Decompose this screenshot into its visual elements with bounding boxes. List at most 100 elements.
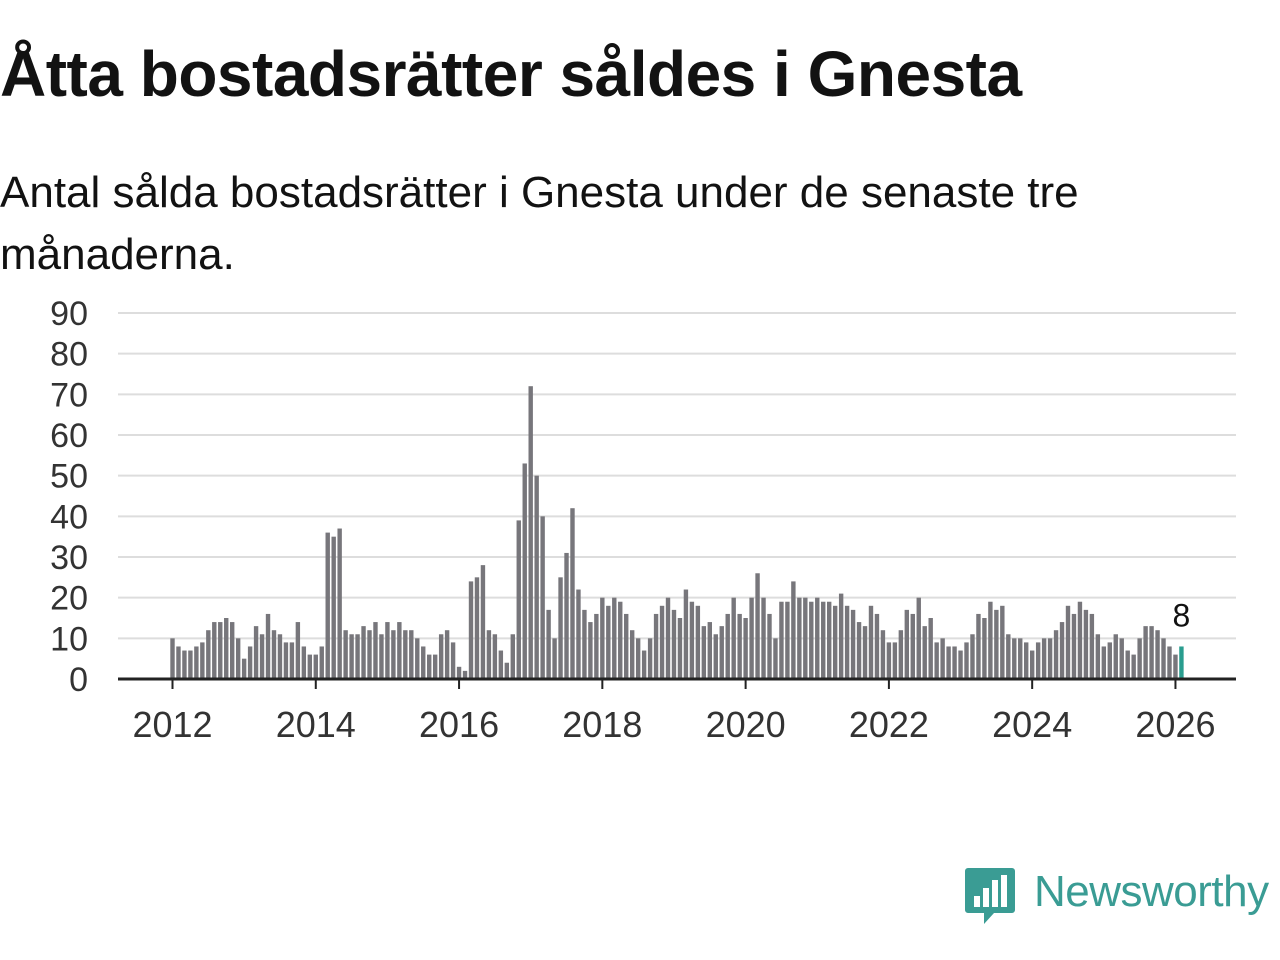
bar (1137, 638, 1142, 679)
bar (540, 516, 545, 679)
bar (707, 622, 712, 679)
y-tick-label: 10 (50, 620, 88, 658)
bar (880, 630, 886, 679)
bar (785, 601, 790, 679)
bar (528, 386, 533, 679)
bar (188, 650, 193, 679)
bar (862, 626, 868, 679)
bar (1131, 654, 1136, 679)
y-tick-label: 0 (69, 661, 88, 699)
bar (677, 618, 683, 679)
bar (331, 536, 336, 679)
bar (988, 601, 993, 679)
bar (462, 670, 468, 679)
bar (235, 638, 241, 679)
bar (713, 634, 718, 679)
bar (1006, 634, 1011, 679)
bar (612, 597, 617, 679)
bar (403, 630, 408, 679)
bar (940, 638, 945, 679)
bar (952, 646, 957, 679)
bar (922, 626, 927, 679)
bar (1167, 646, 1172, 679)
bar (982, 618, 987, 679)
bar (295, 622, 301, 679)
bar (492, 634, 498, 679)
bar (564, 552, 569, 679)
bar (522, 463, 527, 679)
bar (337, 528, 342, 679)
bar (898, 630, 904, 679)
bar (1077, 601, 1083, 679)
bar (647, 638, 653, 679)
bar (438, 634, 444, 679)
gridlines (118, 312, 1236, 640)
bar (701, 626, 707, 679)
bar (450, 642, 456, 679)
bar (558, 577, 563, 679)
x-tick-label: 2014 (276, 704, 356, 745)
bar (319, 646, 324, 679)
bar (194, 646, 199, 679)
bar (379, 634, 384, 679)
bar (928, 618, 933, 679)
bar (624, 613, 629, 679)
bar (904, 609, 910, 679)
bar (827, 601, 832, 679)
bar (582, 609, 587, 679)
bar (743, 618, 748, 679)
bar (552, 638, 557, 679)
bar (809, 601, 814, 679)
bar (385, 622, 390, 679)
bar (964, 642, 969, 679)
bar (892, 642, 898, 679)
bar (946, 646, 951, 679)
x-axis (118, 677, 1236, 689)
bar (886, 642, 892, 679)
bar (874, 613, 880, 679)
bar (498, 650, 504, 679)
bar (683, 589, 689, 679)
bar (1059, 622, 1065, 679)
bar (1012, 638, 1017, 679)
bar (516, 520, 521, 679)
bar (635, 638, 641, 679)
chart-title: Åtta bostadsrätter såldes i Gnesta (0, 38, 1022, 110)
bar (486, 630, 492, 679)
bar (755, 573, 760, 679)
bar (856, 622, 862, 679)
bars (170, 386, 1184, 679)
bar (1161, 638, 1166, 679)
bar (206, 630, 211, 679)
bar (200, 642, 205, 679)
bar (641, 650, 647, 679)
bar (1053, 630, 1059, 679)
bar (671, 609, 677, 679)
bar (1101, 646, 1107, 679)
y-tick-label: 80 (50, 336, 88, 374)
bar (832, 605, 838, 679)
bar (504, 662, 510, 679)
bar (397, 622, 402, 679)
bar (868, 605, 874, 679)
bar (289, 642, 295, 679)
y-tick-label: 70 (50, 376, 88, 414)
bar (415, 638, 420, 679)
bar (1173, 654, 1178, 679)
bar (546, 609, 551, 679)
bar (1071, 613, 1077, 679)
bar (1000, 605, 1005, 679)
bar (600, 597, 605, 679)
bar (409, 630, 414, 679)
bar (391, 630, 396, 679)
bar (247, 646, 253, 679)
bar (427, 654, 432, 679)
x-tick-label: 2024 (992, 704, 1072, 745)
bar (791, 581, 796, 679)
x-tick-label: 2022 (849, 704, 929, 745)
bar (767, 613, 772, 679)
x-tick-label: 2026 (1135, 704, 1215, 745)
bar (1107, 642, 1112, 679)
bar (850, 609, 856, 679)
